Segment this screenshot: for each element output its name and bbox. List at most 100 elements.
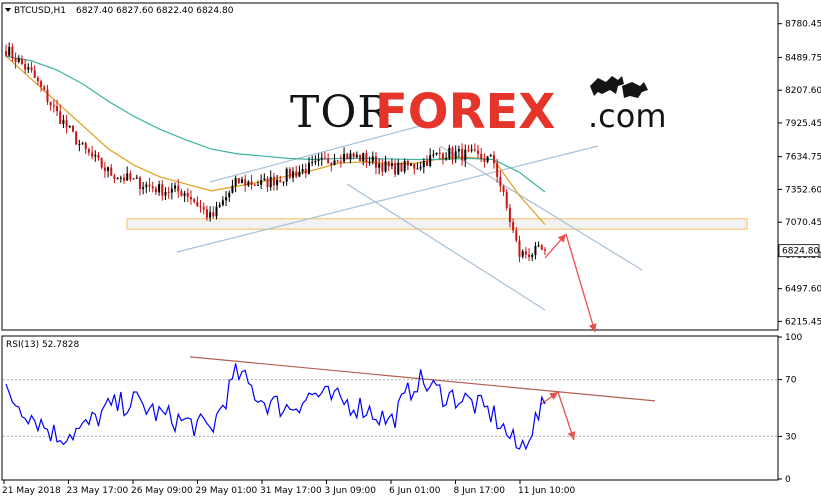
candle-body <box>56 106 59 112</box>
candle-body <box>489 155 492 157</box>
candle <box>272 172 275 191</box>
candle-body <box>413 163 416 169</box>
candle <box>59 104 62 125</box>
candle-body <box>496 163 499 177</box>
candle <box>448 144 451 160</box>
candle-body <box>126 173 129 181</box>
candle <box>27 63 30 74</box>
candle-body <box>339 161 342 163</box>
candle-body <box>524 251 527 255</box>
candle <box>189 190 192 205</box>
candle-body <box>346 153 349 160</box>
candle <box>285 167 288 186</box>
candle <box>397 159 400 176</box>
candle-body <box>154 188 157 193</box>
candle-body <box>237 177 240 184</box>
logo-tor-text: TOR <box>290 87 392 138</box>
candle <box>492 151 495 169</box>
collapse-triangle-icon[interactable] <box>5 8 11 12</box>
ohlc-values: 6827.40 6827.60 6822.40 6824.80 <box>76 6 234 16</box>
price-tick-label: 7634.75 <box>785 153 821 163</box>
candle-body <box>269 176 272 188</box>
candle-body <box>263 178 266 181</box>
candle <box>307 157 310 175</box>
candle-body <box>87 149 90 153</box>
arrow-shaft <box>557 391 575 441</box>
candle-body <box>365 153 368 163</box>
candle <box>502 184 505 196</box>
candle-body <box>445 157 448 159</box>
candle <box>483 153 486 168</box>
candle-body <box>307 162 310 174</box>
candle <box>486 156 489 164</box>
candle-body <box>451 147 454 159</box>
rsi-panel <box>1 335 779 481</box>
candle <box>148 177 151 192</box>
candle-body <box>429 155 432 166</box>
price-tick-label: 8780.45 <box>785 20 821 30</box>
candle <box>464 144 467 168</box>
candle-body <box>202 207 205 210</box>
candle-body <box>448 147 451 158</box>
candle <box>241 176 244 184</box>
candle <box>193 197 196 204</box>
candle <box>256 180 259 186</box>
candle <box>435 152 438 156</box>
candle <box>84 141 87 154</box>
candle <box>473 143 476 152</box>
candle <box>113 173 116 184</box>
candle <box>499 170 502 193</box>
price-panel <box>1 2 779 331</box>
chart-header: BTCUSD,H1 6827.40 6827.60 6822.40 6824.8… <box>5 6 234 16</box>
candle <box>142 181 145 195</box>
candle <box>333 153 336 166</box>
candle <box>231 179 234 194</box>
candle-body <box>314 160 317 163</box>
support-zone <box>126 218 748 230</box>
candle-body <box>135 177 138 179</box>
candle-body <box>170 188 173 193</box>
candle <box>209 206 212 222</box>
candle <box>410 162 413 167</box>
candle-body <box>103 167 106 171</box>
candle <box>11 43 14 62</box>
candle <box>298 165 301 178</box>
candle <box>438 147 441 160</box>
candle-body <box>502 186 505 192</box>
candle <box>228 190 231 202</box>
candle <box>170 182 173 200</box>
candle-body <box>419 167 422 169</box>
candle-body <box>91 152 94 157</box>
symbol-label: BTCUSD,H1 <box>14 6 66 16</box>
candle-body <box>186 193 189 198</box>
candle-body <box>218 204 221 207</box>
bull-bear-icon <box>590 76 648 98</box>
candle <box>68 125 71 129</box>
candle-body <box>97 154 100 158</box>
candle <box>422 158 425 174</box>
candle-body <box>397 162 400 175</box>
candle <box>454 145 457 163</box>
candle-body <box>138 177 141 190</box>
candle <box>451 146 454 165</box>
candle <box>457 145 460 158</box>
candle <box>158 180 161 196</box>
candle <box>145 181 148 194</box>
candle-body <box>244 179 247 186</box>
candle-body <box>292 171 295 178</box>
candle-body <box>381 164 384 172</box>
candle-body <box>167 191 170 193</box>
candle-body <box>534 245 537 256</box>
candle-body <box>483 158 486 162</box>
candle <box>164 187 167 201</box>
candle-body <box>416 168 419 170</box>
candle <box>362 152 365 166</box>
candle-body <box>164 191 167 196</box>
current-price-box <box>778 244 820 258</box>
candle-body <box>470 149 473 151</box>
candle-body <box>464 149 467 161</box>
current-price-label: 6824.80 <box>782 247 819 257</box>
candle-body <box>84 143 87 150</box>
candle-body <box>36 77 39 82</box>
candle-body <box>24 63 27 70</box>
